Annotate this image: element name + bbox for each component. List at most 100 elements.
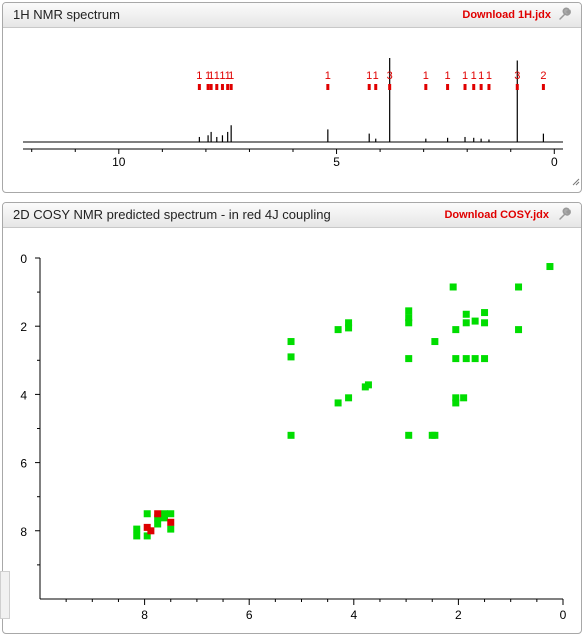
x-tick-label: 4 — [350, 608, 357, 622]
panel-header: 2D COSY NMR predicted spectrum - in red … — [3, 203, 581, 228]
cosy-crosspeak — [405, 319, 413, 327]
cosy-crosspeak — [167, 525, 175, 533]
cosy-crosspeak — [147, 527, 155, 535]
panel-title: 2D COSY NMR predicted spectrum - in red … — [13, 207, 331, 222]
integral-marker — [374, 84, 378, 90]
peak-integral-label: 1 — [325, 70, 331, 82]
peak-integral-label: 1 — [208, 70, 214, 82]
cosy-crosspeak — [452, 399, 460, 407]
peak-integral-label: 1 — [366, 70, 372, 82]
cosy-crosspeak — [287, 431, 295, 439]
cosy-crosspeak — [160, 514, 168, 522]
cosy-panel: 2D COSY NMR predicted spectrum - in red … — [2, 202, 582, 634]
integral-marker — [446, 84, 450, 90]
peak-integral-label: 1 — [423, 70, 429, 82]
cosy-crosspeak — [515, 283, 523, 291]
cosy-crosspeak — [481, 309, 489, 317]
x-tick-label: 6 — [246, 608, 253, 622]
y-tick-label: 2 — [20, 320, 27, 334]
peak-integral-label: 1 — [196, 70, 202, 82]
x-tick-label: 10 — [112, 155, 126, 169]
nmr-1h-plot: 1 11 1 1 11 1 1 1 3 1 1 1 1 1 1 3 210 5 0 — [23, 58, 563, 169]
cosy-crosspeak — [462, 319, 470, 327]
peak-integral-label: 1 — [228, 70, 234, 82]
integral-marker — [220, 84, 224, 90]
integral-marker — [215, 84, 219, 90]
cosy-crosspeak — [167, 518, 175, 526]
cosy-crosspeak — [287, 338, 295, 346]
integral-marker — [472, 84, 476, 90]
cosy-crosspeak — [481, 319, 489, 327]
peak-integral-label: 2 — [540, 70, 546, 82]
integral-marker — [367, 84, 371, 90]
peak-integral-label: 1 — [205, 70, 211, 82]
cosy-crosspeak — [452, 394, 460, 402]
integral-marker — [226, 84, 230, 90]
cosy-crosspeak — [334, 399, 342, 407]
cosy-crosspeak — [154, 510, 162, 518]
peak-integral-label: 1 — [225, 70, 231, 82]
x-tick-label: 2 — [455, 608, 462, 622]
integral-marker — [424, 84, 428, 90]
integral-marker — [541, 84, 545, 90]
integral-marker — [229, 84, 233, 90]
cosy-crosspeak — [143, 523, 151, 531]
cosy-crosspeak — [462, 310, 470, 318]
download-1h-link[interactable]: Download 1H.jdx — [462, 9, 551, 21]
cosy-crosspeak — [133, 532, 141, 540]
cosy-crosspeak — [462, 355, 470, 363]
cosy-crosspeak — [154, 520, 162, 528]
x-tick-label: 5 — [333, 155, 340, 169]
cosy-plot: 0 2 4 6 8 8 6 4 2 0 — [20, 252, 566, 622]
cosy-crosspeak — [143, 532, 151, 540]
wrench-icon[interactable] — [558, 207, 572, 226]
integral-marker — [206, 84, 210, 90]
cosy-crosspeak — [167, 510, 175, 518]
peak-integral-label: 1 — [445, 70, 451, 82]
cosy-crosspeak — [405, 431, 413, 439]
peak-integral-label: 1 — [471, 70, 477, 82]
cosy-crosspeak — [471, 317, 479, 325]
cosy-crosspeak — [431, 431, 439, 439]
cosy-crosspeak — [405, 314, 413, 322]
panel-header: 1H NMR spectrum Download 1H.jdx — [3, 3, 581, 28]
cosy-crosspeak — [515, 326, 523, 334]
cosy-crosspeak — [405, 355, 413, 363]
cosy-crosspeak — [154, 514, 162, 522]
integral-marker — [487, 84, 491, 90]
scrollbar[interactable] — [0, 571, 10, 619]
peak-integral-label: 1 — [478, 70, 484, 82]
download-cosy-link[interactable]: Download COSY.jdx — [444, 209, 549, 221]
cosy-crosspeak — [449, 283, 457, 291]
integral-marker — [209, 84, 213, 90]
integral-marker — [197, 84, 201, 90]
cosy-crosspeak — [481, 355, 489, 363]
peak-integral-label: 1 — [219, 70, 225, 82]
x-tick-label: 8 — [141, 608, 148, 622]
y-tick-label: 0 — [20, 252, 27, 266]
y-tick-label: 6 — [20, 457, 27, 471]
integral-marker — [326, 84, 330, 90]
peak-integral-label: 1 — [486, 70, 492, 82]
integral-marker — [388, 84, 392, 90]
peak-integral-label: 1 — [373, 70, 379, 82]
cosy-crosspeak — [345, 324, 353, 332]
cosy-crosspeak — [471, 355, 479, 363]
cosy-crosspeak — [364, 381, 372, 389]
cosy-crosspeak — [345, 319, 353, 327]
resize-grip-icon[interactable] — [572, 173, 580, 191]
panel-title: 1H NMR spectrum — [13, 7, 120, 22]
cosy-crosspeak — [431, 338, 439, 346]
integral-marker — [515, 84, 519, 90]
cosy-crosspeak — [460, 394, 468, 402]
integral-marker — [479, 84, 483, 90]
cosy-crosspeak — [452, 326, 460, 334]
y-tick-label: 8 — [20, 525, 27, 539]
cosy-crosspeak — [160, 510, 168, 518]
cosy-crosspeak — [287, 353, 295, 361]
cosy-crosspeak — [133, 525, 141, 533]
wrench-icon[interactable] — [558, 7, 572, 26]
y-tick-label: 4 — [20, 388, 27, 402]
cosy-crosspeak — [405, 307, 413, 315]
